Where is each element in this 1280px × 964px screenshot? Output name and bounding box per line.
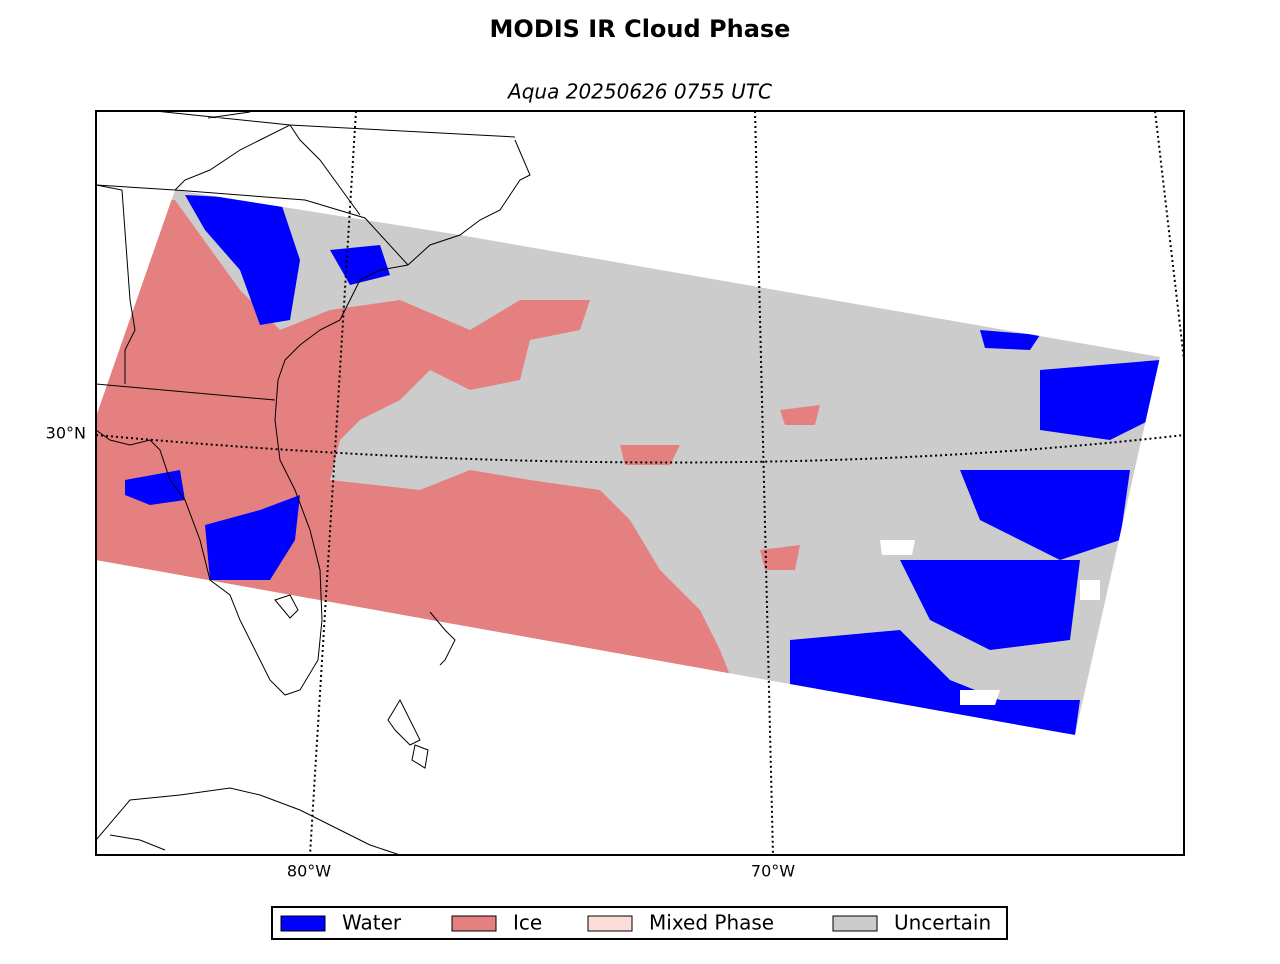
water-eastern [330, 245, 1160, 735]
map-frame [95, 110, 1185, 856]
legend-label: Mixed Phase [649, 911, 774, 935]
legend-swatch [451, 915, 497, 932]
legend-label: Water [342, 911, 402, 935]
coastlines [96, 111, 531, 855]
water-western [125, 195, 300, 580]
lat-label: 30°N [46, 424, 86, 443]
graticule [96, 111, 1184, 855]
title: MODIS IR Cloud Phase [490, 15, 791, 43]
legend-swatch [587, 915, 633, 932]
lon-label: 70°W [751, 862, 795, 881]
legend-label: Ice [513, 911, 542, 935]
legend-label: Uncertain [894, 911, 991, 935]
lon-label: 80°W [287, 862, 331, 881]
legend-box [271, 906, 1008, 940]
ice-patches [620, 405, 820, 570]
legend-swatch [832, 915, 878, 932]
subtitle: Aqua 20250626 0755 UTC [506, 80, 772, 104]
legend-swatch [280, 915, 326, 932]
